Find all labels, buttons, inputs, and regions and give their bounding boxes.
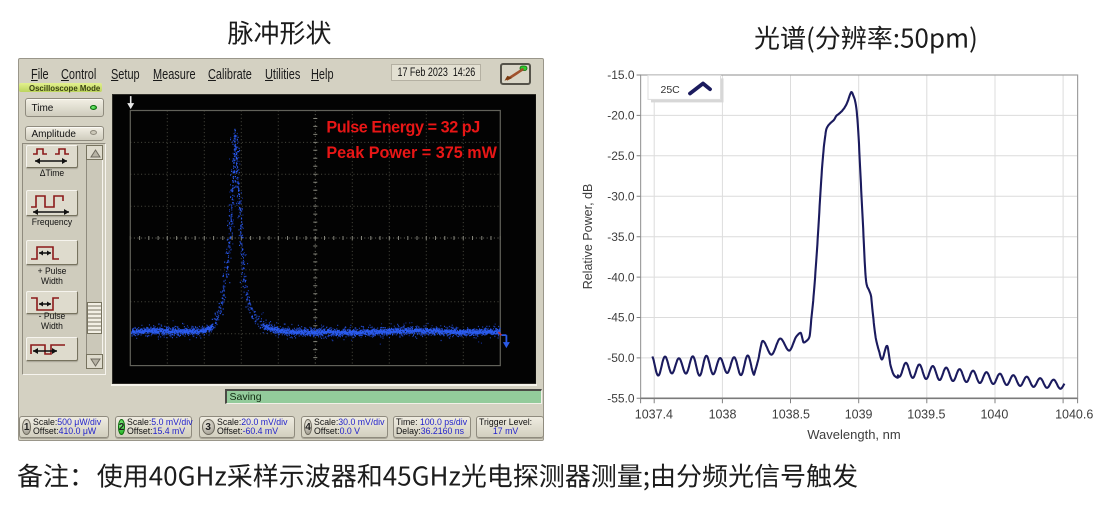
svg-text:-55.0: -55.0 xyxy=(607,392,635,406)
svg-text:25C: 25C xyxy=(661,84,681,96)
svg-text:Relative Power, dB: Relative Power, dB xyxy=(581,184,595,290)
svg-text:-15.0: -15.0 xyxy=(607,68,635,82)
svg-text:1038.5: 1038.5 xyxy=(772,408,810,422)
svg-text:-30.0: -30.0 xyxy=(607,189,635,203)
svg-text:-45.0: -45.0 xyxy=(607,311,635,325)
svg-text:-50.0: -50.0 xyxy=(607,351,635,365)
svg-text:1040: 1040 xyxy=(980,408,1008,422)
svg-text:-35.0: -35.0 xyxy=(607,230,635,244)
svg-text:Pulse Energy = 32 pJ: Pulse Energy = 32 pJ xyxy=(326,118,479,136)
svg-text:1037.4: 1037.4 xyxy=(635,408,673,422)
svg-text:1040.6: 1040.6 xyxy=(1055,408,1093,422)
svg-text:-40.0: -40.0 xyxy=(607,270,635,284)
svg-text:-25.0: -25.0 xyxy=(607,149,635,163)
svg-text:Wavelength, nm: Wavelength, nm xyxy=(807,427,900,442)
svg-text:1038: 1038 xyxy=(709,408,737,422)
svg-text:1039.5: 1039.5 xyxy=(907,408,945,422)
svg-text:-20.0: -20.0 xyxy=(607,109,635,123)
svg-text:Peak Power = 375 mW: Peak Power = 375 mW xyxy=(326,144,497,162)
svg-text:1039: 1039 xyxy=(845,408,873,422)
